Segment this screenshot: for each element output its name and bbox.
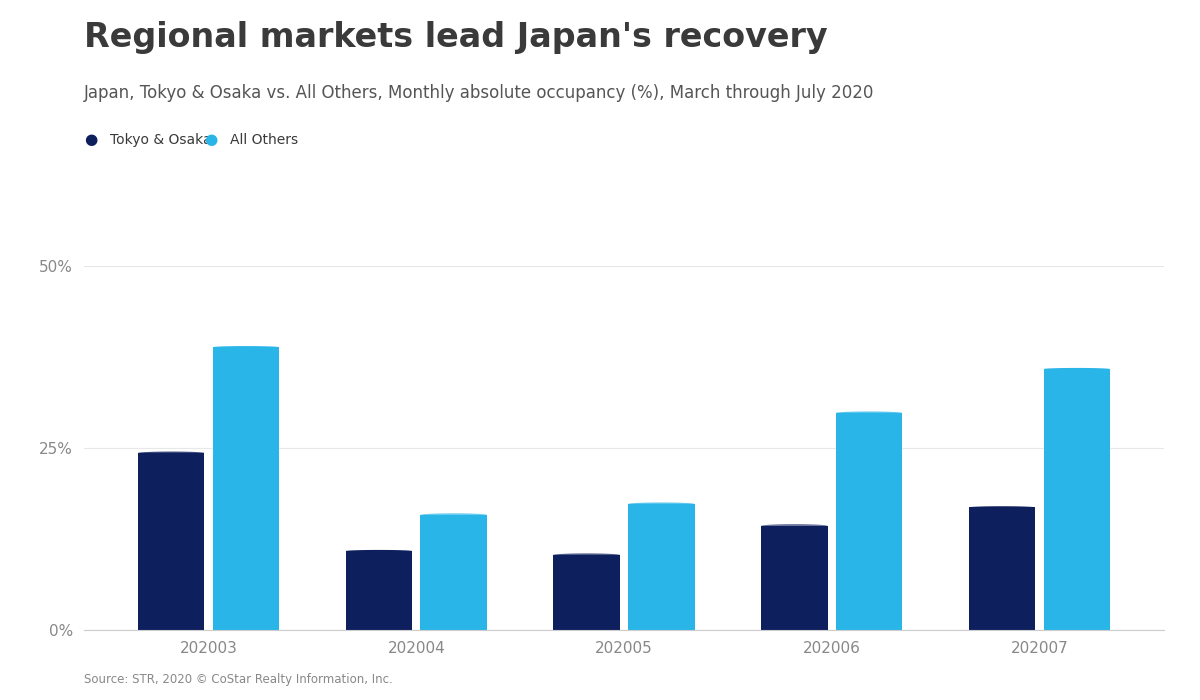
- Polygon shape: [346, 550, 412, 551]
- Text: ●: ●: [84, 132, 97, 148]
- Bar: [420, 514, 487, 630]
- Bar: [968, 508, 1036, 630]
- Text: Source: STR, 2020 © CoStar Realty Information, Inc.: Source: STR, 2020 © CoStar Realty Inform…: [84, 673, 392, 686]
- Bar: [212, 347, 280, 630]
- Bar: [346, 551, 412, 630]
- Polygon shape: [761, 524, 828, 526]
- Bar: [761, 526, 828, 630]
- Text: Tokyo & Osaka: Tokyo & Osaka: [110, 133, 212, 147]
- Bar: [628, 504, 695, 630]
- Polygon shape: [1044, 368, 1110, 369]
- Bar: [836, 413, 902, 630]
- Text: All Others: All Others: [230, 133, 299, 147]
- Text: Regional markets lead Japan's recovery: Regional markets lead Japan's recovery: [84, 21, 828, 54]
- Text: Japan, Tokyo & Osaka vs. All Others, Monthly absolute occupancy (%), March throu: Japan, Tokyo & Osaka vs. All Others, Mon…: [84, 84, 875, 102]
- Polygon shape: [138, 452, 204, 453]
- Text: ●: ●: [204, 132, 217, 148]
- Polygon shape: [968, 506, 1036, 507]
- Polygon shape: [836, 412, 902, 413]
- Bar: [138, 453, 204, 630]
- Bar: [1044, 369, 1110, 630]
- Polygon shape: [212, 346, 280, 347]
- Bar: [553, 554, 620, 630]
- Polygon shape: [628, 503, 695, 504]
